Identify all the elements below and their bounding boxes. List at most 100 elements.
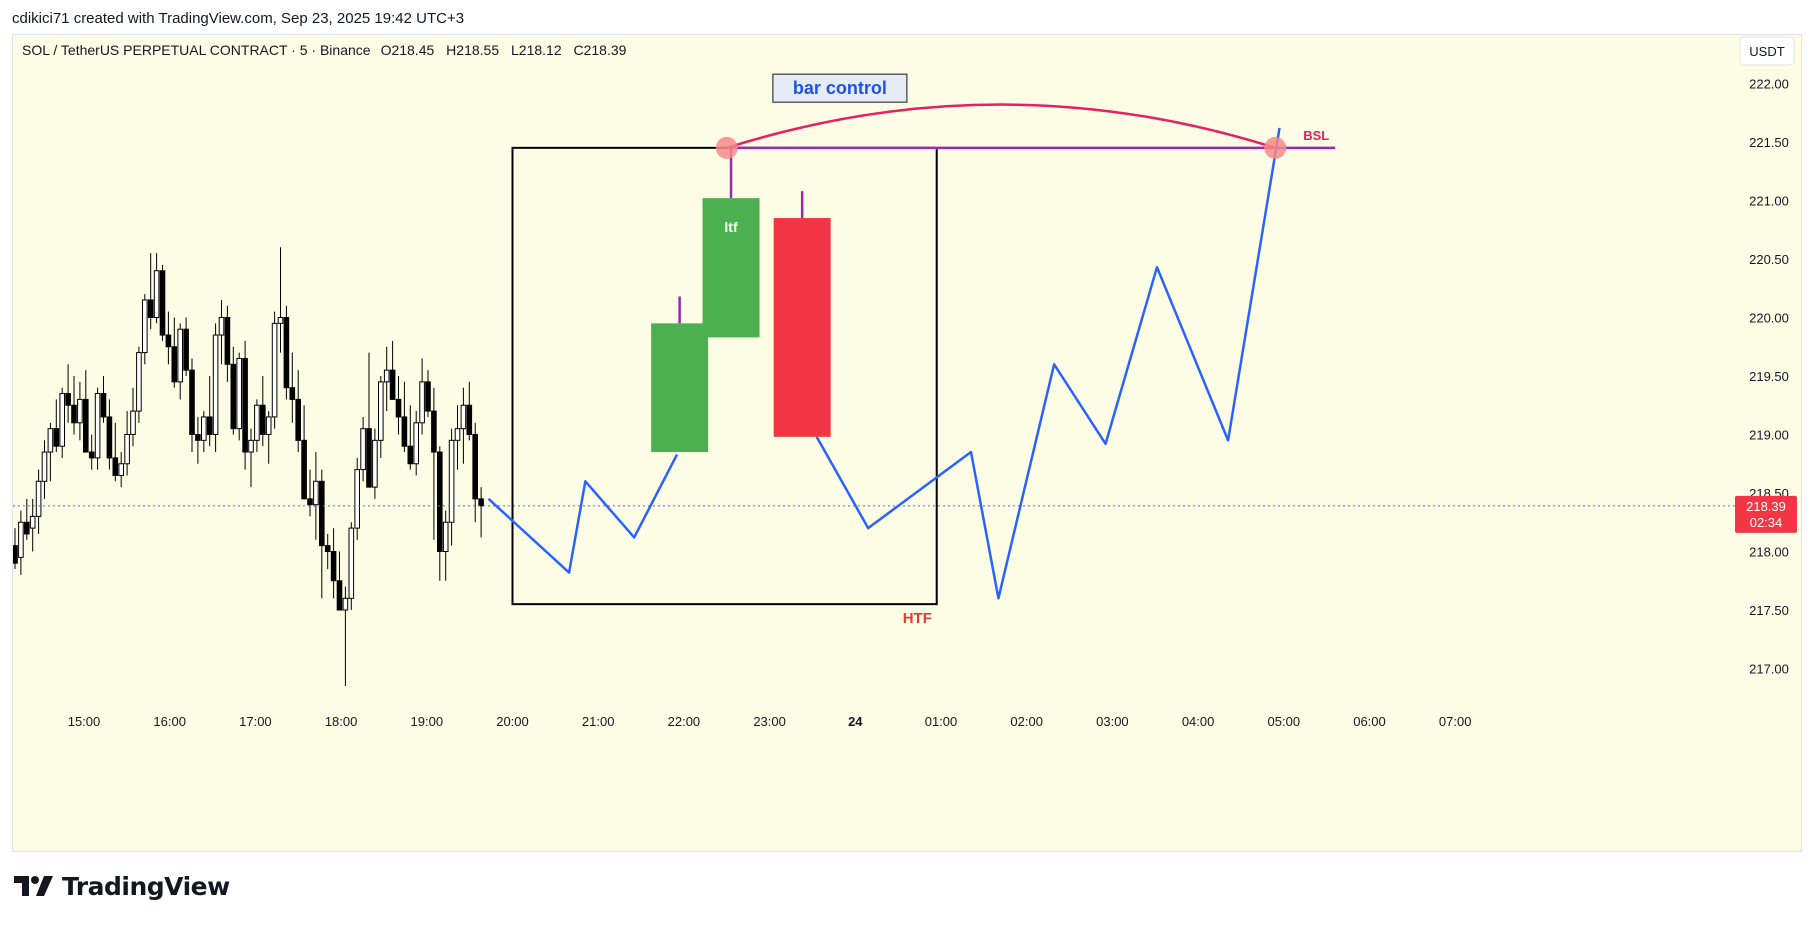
symbol-title: SOL / TetherUS PERPETUAL CONTRACT · 5 · …: [22, 42, 371, 58]
candle-body: [24, 521, 30, 535]
zigzag-path[interactable]: [487, 127, 1281, 600]
candle: [372, 428, 378, 499]
candle: [183, 317, 189, 376]
arc-curve[interactable]: [726, 103, 1276, 150]
candle-body: [324, 545, 331, 552]
candle-body: [342, 597, 349, 611]
ltf-candle[interactable]: ltf: [702, 147, 760, 338]
candle: [189, 358, 195, 453]
candle-body: [425, 381, 431, 412]
candle: [147, 253, 154, 330]
x-tick-label: 01:00: [925, 714, 958, 729]
candle-body: [478, 498, 484, 507]
candle-body: [277, 317, 284, 324]
candle-body: [13, 545, 18, 564]
candle: [437, 446, 443, 581]
pivot-marker[interactable]: [1264, 136, 1287, 159]
candle: [94, 387, 101, 470]
candle: [442, 510, 449, 581]
x-tick-label: 24: [848, 714, 863, 729]
y-tick-label: 217.00: [1749, 662, 1789, 677]
candle-body: [265, 416, 272, 436]
candle-body: [407, 445, 414, 465]
x-tick-label: 04:00: [1182, 714, 1215, 729]
ltf-label: ltf: [724, 219, 738, 235]
candle-body: [189, 369, 195, 435]
candle-body: [65, 393, 71, 406]
candle: [289, 352, 296, 423]
candle: [271, 311, 278, 429]
candle-body: [383, 369, 390, 383]
candle: [283, 305, 290, 400]
candle: [466, 381, 473, 441]
candle-body: [177, 328, 183, 383]
currency-button[interactable]: USDT: [1739, 36, 1795, 66]
bsl-label: BSL: [1303, 128, 1329, 143]
bar-control-text: bar control: [793, 78, 887, 98]
x-tick-label: 18:00: [325, 714, 358, 729]
drawings[interactable]: HTF BSL ltf bar control: [487, 73, 1336, 627]
candle: [472, 422, 478, 523]
candle-body: [165, 334, 172, 348]
ohlc-values: O218.45 H218.55 L218.12 C218.39: [381, 42, 627, 58]
candle: [401, 381, 408, 453]
candle-body: [59, 393, 66, 447]
candle-body: [94, 393, 101, 459]
ltf-candle[interactable]: [651, 296, 709, 453]
candle-body: [301, 439, 307, 500]
time-axis[interactable]: 15:00 16:00 17:00 18:00 19:00 20:00 21:00 22:00…: [68, 714, 1472, 729]
candle: [112, 422, 119, 482]
candle-body: [419, 381, 425, 424]
candle-body: [313, 480, 319, 506]
candle-body: [224, 317, 231, 365]
x-tick-label: 02:00: [1010, 714, 1043, 729]
candle: [324, 533, 331, 570]
bar-control-note[interactable]: bar control: [772, 73, 908, 103]
candle: [124, 411, 130, 476]
candle-body: [53, 428, 60, 447]
candle: [159, 264, 166, 341]
ltf-candle-body: [773, 218, 831, 437]
candle-body: [271, 322, 278, 418]
candle-body: [88, 451, 95, 459]
x-tick-label: 17:00: [239, 714, 272, 729]
ltf-candle-body: [651, 323, 709, 453]
pivot-marker[interactable]: [715, 136, 738, 159]
candle: [224, 305, 231, 382]
y-tick-label: 222.00: [1749, 77, 1789, 92]
candle: [395, 376, 402, 435]
candle-body: [336, 580, 343, 611]
candle-body: [348, 527, 355, 599]
candles: [13, 247, 484, 687]
candle: [136, 346, 142, 423]
candle: [230, 346, 237, 435]
candle: [24, 498, 30, 540]
candle-body: [460, 404, 467, 430]
candle: [236, 352, 242, 441]
candle-body: [372, 439, 378, 488]
candle-body: [236, 357, 242, 430]
candle-body: [47, 428, 54, 453]
x-tick-label: 23:00: [753, 714, 786, 729]
candle: [354, 457, 360, 540]
candle-body: [77, 398, 83, 424]
candle: [29, 498, 36, 552]
candle: [254, 399, 260, 453]
candle: [206, 376, 213, 447]
candle: [83, 370, 89, 453]
candle-body: [360, 428, 366, 471]
x-tick-label: 07:00: [1439, 714, 1472, 729]
candle: [171, 317, 178, 388]
x-tick-label: 03:00: [1096, 714, 1129, 729]
chart-frame[interactable]: HTF BSL ltf bar control SOL / TetherUS PERP…: [12, 34, 1802, 852]
candle: [65, 364, 71, 423]
ohlc-low: L218.12: [511, 42, 562, 58]
ltf-candle[interactable]: [773, 191, 831, 437]
candle: [295, 370, 301, 453]
x-tick-label: 21:00: [582, 714, 615, 729]
tradingview-logo[interactable]: TradingView: [14, 868, 230, 904]
candle-body: [106, 416, 113, 459]
price-chart[interactable]: HTF BSL ltf bar control SOL / TetherUS PERP…: [13, 35, 1801, 851]
candle: [260, 376, 266, 447]
